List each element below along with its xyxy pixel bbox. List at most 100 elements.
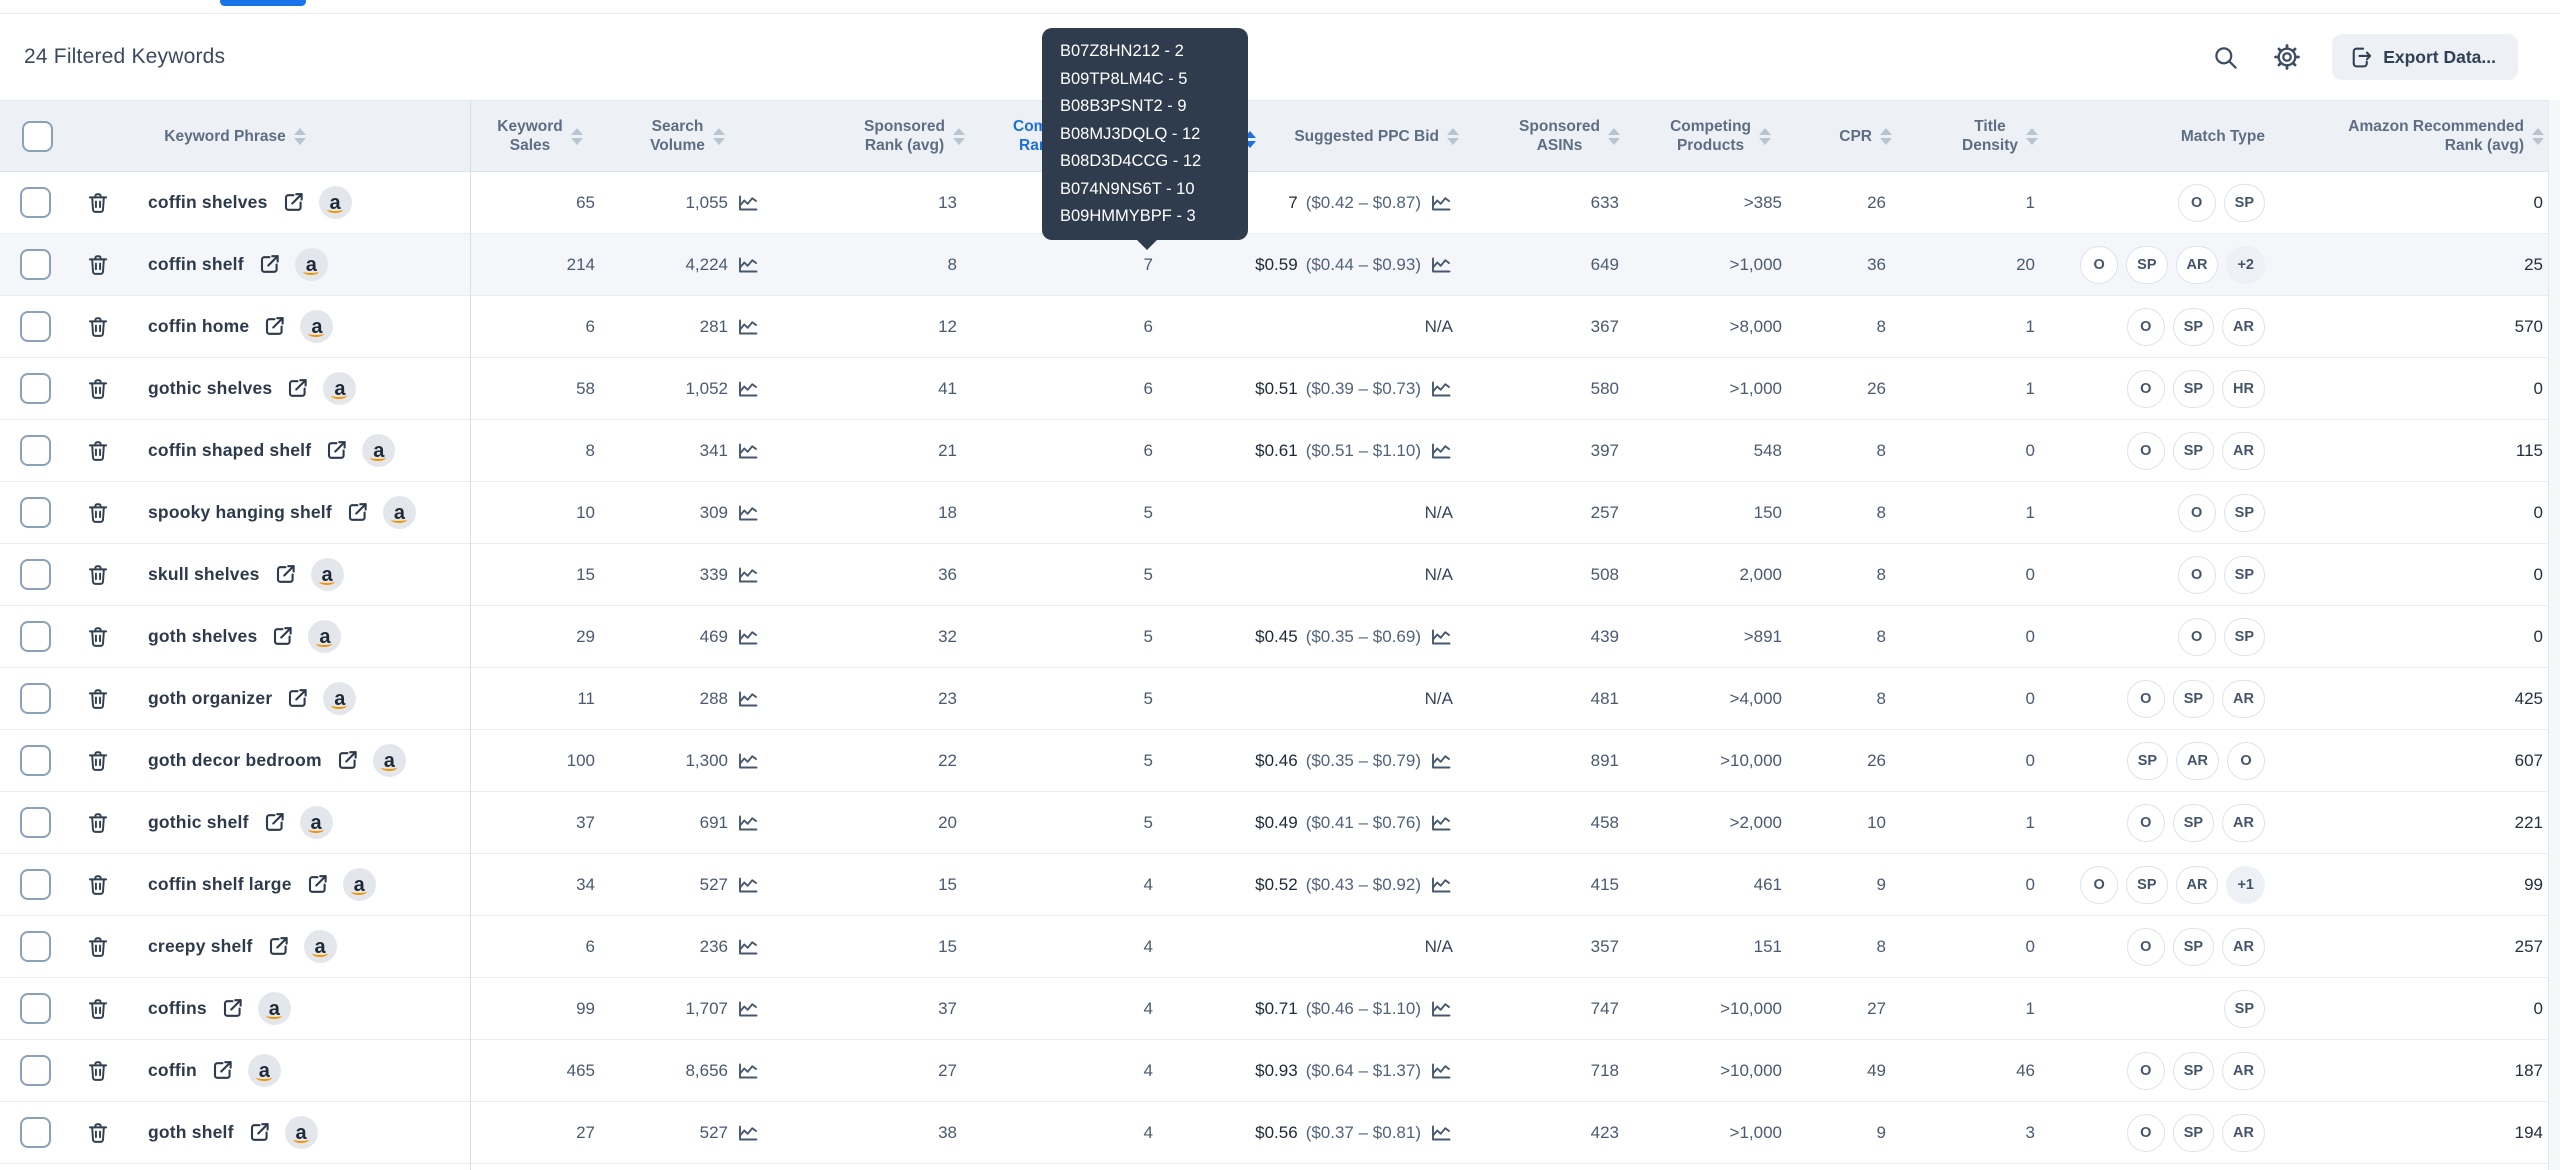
amazon-badge[interactable]: a: [323, 682, 357, 715]
external-link-icon[interactable]: [285, 686, 310, 711]
trash-icon[interactable]: [85, 624, 111, 650]
row-checkbox[interactable]: [19, 497, 51, 528]
external-link-icon[interactable]: [266, 934, 291, 959]
trash-icon[interactable]: [85, 872, 111, 898]
competitors-rank-cell[interactable]: 5: [1143, 502, 1153, 522]
volume-trend-chart-icon[interactable]: [736, 935, 760, 959]
trash-icon[interactable]: [85, 562, 111, 588]
external-link-icon[interactable]: [345, 500, 370, 525]
volume-trend-chart-icon[interactable]: [736, 749, 760, 773]
amazon-badge[interactable]: a: [247, 1054, 281, 1087]
table-row[interactable]: goth organizer a 11 288 23 5 N/A 481 >4,…: [0, 668, 2560, 730]
row-checkbox[interactable]: [19, 1117, 51, 1148]
competitors-rank-cell[interactable]: 7: [1143, 254, 1153, 274]
export-data-button[interactable]: Export Data...: [2332, 34, 2518, 80]
external-link-icon[interactable]: [324, 438, 349, 463]
amazon-badge[interactable]: a: [284, 1116, 318, 1149]
amazon-badge[interactable]: a: [303, 930, 337, 963]
trash-icon[interactable]: [85, 686, 111, 712]
column-header-keyword-phrase[interactable]: Keyword Phrase: [0, 101, 470, 171]
trash-icon[interactable]: [85, 748, 111, 774]
volume-trend-chart-icon[interactable]: [736, 1059, 760, 1083]
gear-icon[interactable]: [2272, 42, 2302, 72]
volume-trend-chart-icon[interactable]: [736, 1121, 760, 1145]
trash-icon[interactable]: [85, 252, 111, 278]
column-header-keyword-sales[interactable]: Keyword Sales: [470, 101, 610, 171]
trash-icon[interactable]: [85, 500, 111, 526]
bid-trend-chart-icon[interactable]: [1429, 749, 1453, 773]
bid-trend-chart-icon[interactable]: [1429, 1121, 1453, 1145]
competitors-rank-cell[interactable]: 6: [1143, 316, 1153, 336]
competitors-rank-cell[interactable]: 5: [1143, 626, 1153, 646]
row-checkbox[interactable]: [19, 745, 51, 776]
row-checkbox[interactable]: [19, 559, 51, 590]
external-link-icon[interactable]: [335, 748, 360, 773]
trash-icon[interactable]: [85, 376, 111, 402]
competitors-rank-cell[interactable]: 4: [1143, 874, 1153, 894]
amazon-badge[interactable]: a: [300, 310, 334, 343]
table-row[interactable]: coffin shelf a 214 4,224 8 7 $0.59 ($0.44…: [0, 234, 2560, 296]
bid-trend-chart-icon[interactable]: [1429, 873, 1453, 897]
competitors-rank-cell[interactable]: 4: [1143, 1060, 1153, 1080]
competitors-rank-cell[interactable]: 5: [1143, 750, 1153, 770]
external-link-icon[interactable]: [220, 996, 245, 1021]
trash-icon[interactable]: [85, 190, 111, 216]
column-header-sponsored-asins[interactable]: Sponsored ASINs: [1465, 101, 1630, 171]
amazon-badge[interactable]: a: [294, 248, 328, 281]
row-checkbox[interactable]: [19, 621, 51, 652]
table-row[interactable]: goth decor bedroom a 100 1,300 22 5 $0.4…: [0, 730, 2560, 792]
volume-trend-chart-icon[interactable]: [736, 997, 760, 1021]
column-header-search-volume[interactable]: Search Volume: [610, 101, 765, 171]
bid-trend-chart-icon[interactable]: [1429, 191, 1453, 215]
external-link-icon[interactable]: [262, 810, 287, 835]
table-row[interactable]: goth shelf a 27 527 38 4 $0.56 ($0.37 – $…: [0, 1102, 2560, 1164]
row-checkbox[interactable]: [19, 1055, 51, 1086]
trash-icon[interactable]: [85, 810, 111, 836]
external-link-icon[interactable]: [210, 1058, 235, 1083]
column-header-suggested-ppc-bid[interactable]: Suggested PPC Bid: [1165, 101, 1465, 171]
amazon-badge[interactable]: a: [362, 434, 396, 467]
row-checkbox[interactable]: [19, 931, 51, 962]
competitors-rank-cell[interactable]: 5: [1143, 688, 1153, 708]
external-link-icon[interactable]: [262, 314, 287, 339]
search-icon[interactable]: [2210, 42, 2240, 72]
bid-trend-chart-icon[interactable]: [1429, 1059, 1453, 1083]
table-row[interactable]: coffin shelf large a 34 527 15 4 $0.52 ($…: [0, 854, 2560, 916]
bid-trend-chart-icon[interactable]: [1429, 625, 1453, 649]
row-checkbox[interactable]: [19, 993, 51, 1024]
column-header-title-density[interactable]: Title Density: [1900, 101, 2050, 171]
amazon-badge[interactable]: a: [318, 186, 352, 219]
row-checkbox[interactable]: [19, 869, 51, 900]
external-link-icon[interactable]: [257, 252, 282, 277]
amazon-badge[interactable]: a: [308, 620, 342, 653]
table-row[interactable]: coffin a 465 8,656 27 4 $0.93 ($0.64 – $1…: [0, 1040, 2560, 1102]
competitors-rank-cell[interactable]: 4: [1143, 998, 1153, 1018]
external-link-icon[interactable]: [270, 624, 295, 649]
amazon-badge[interactable]: a: [310, 558, 344, 591]
volume-trend-chart-icon[interactable]: [736, 687, 760, 711]
table-row[interactable]: skull shelves a 15 339 36 5 N/A 508 2,00…: [0, 544, 2560, 606]
external-link-icon[interactable]: [305, 872, 330, 897]
volume-trend-chart-icon[interactable]: [736, 253, 760, 277]
volume-trend-chart-icon[interactable]: [736, 191, 760, 215]
volume-trend-chart-icon[interactable]: [736, 501, 760, 525]
competitors-rank-cell[interactable]: 6: [1143, 378, 1153, 398]
table-row[interactable]: coffin home a 6 281 12 6 N/A 367 >8,000 …: [0, 296, 2560, 358]
table-row[interactable]: gothic shelves a 58 1,052 41 6 $0.51 ($0.…: [0, 358, 2560, 420]
column-header-match-type[interactable]: Match Type: [2050, 101, 2285, 171]
amazon-badge[interactable]: a: [342, 868, 376, 901]
external-link-icon[interactable]: [285, 376, 310, 401]
trash-icon[interactable]: [85, 996, 111, 1022]
row-checkbox[interactable]: [19, 683, 51, 714]
column-header-amazon-recommended-rank[interactable]: Amazon Recommended Rank (avg): [2285, 101, 2548, 171]
volume-trend-chart-icon[interactable]: [736, 315, 760, 339]
table-row[interactable]: coffins a 99 1,707 37 4 $0.71 ($0.46 – $1…: [0, 978, 2560, 1040]
column-header-cpr[interactable]: CPR: [1795, 101, 1900, 171]
table-row[interactable]: spooky hanging shelf a 10 309 18 5 N/A 2…: [0, 482, 2560, 544]
competitors-rank-cell[interactable]: 5: [1143, 812, 1153, 832]
bid-trend-chart-icon[interactable]: [1429, 997, 1453, 1021]
column-header-competing-products[interactable]: Competing Products: [1630, 101, 1795, 171]
row-checkbox[interactable]: [19, 435, 51, 466]
table-row[interactable]: creepy shelf a 6 236 15 4 N/A 357 151 8 …: [0, 916, 2560, 978]
sorted-column-sort-arrows-icon[interactable]: [1244, 131, 1256, 148]
